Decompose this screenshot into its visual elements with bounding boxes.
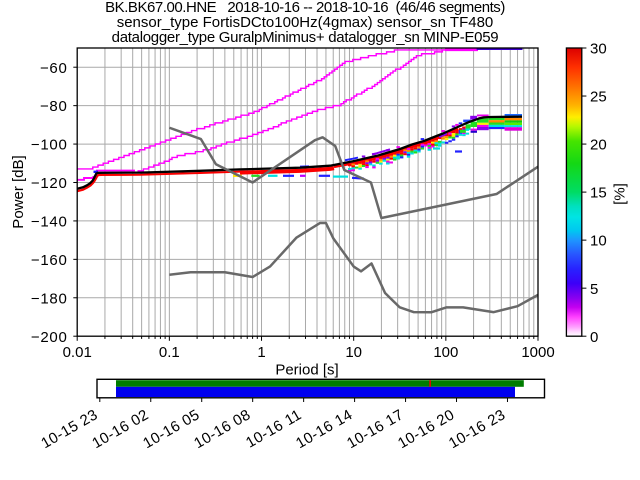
- svg-text:10: 10: [345, 344, 362, 361]
- svg-text:−60: −60: [40, 60, 68, 77]
- svg-text:−100: −100: [31, 137, 68, 154]
- svg-text:20: 20: [590, 137, 607, 154]
- svg-text:100: 100: [433, 344, 458, 361]
- svg-text:Power [dB]: Power [dB]: [10, 155, 27, 228]
- svg-text:0.1: 0.1: [159, 344, 180, 361]
- svg-text:datalogger_type GuralpMinimus+: datalogger_type GuralpMinimus+ datalogge…: [112, 29, 499, 46]
- svg-text:−160: −160: [31, 252, 68, 269]
- svg-text:1: 1: [257, 344, 265, 361]
- svg-text:BK.BK67.00.HNE 2018-10-16 --: BK.BK67.00.HNE 2018-10-16 -- 2018-10-16 …: [105, 0, 505, 16]
- svg-text:30: 30: [590, 41, 607, 58]
- svg-text:−200: −200: [31, 329, 68, 346]
- svg-text:5: 5: [590, 281, 598, 298]
- svg-text:15: 15: [590, 185, 607, 202]
- svg-text:10: 10: [590, 233, 607, 250]
- svg-text:1000: 1000: [521, 344, 554, 361]
- svg-text:0: 0: [590, 329, 598, 346]
- svg-text:25: 25: [590, 89, 607, 106]
- svg-text:[%]: [%]: [612, 183, 629, 205]
- svg-text:−140: −140: [31, 214, 68, 231]
- svg-text:−180: −180: [31, 290, 68, 307]
- svg-text:0.01: 0.01: [63, 344, 92, 361]
- svg-text:Period [s]: Period [s]: [275, 361, 338, 378]
- svg-text:−80: −80: [40, 98, 68, 115]
- svg-text:−120: −120: [31, 175, 68, 192]
- svg-text:sensor_type FortisDCto100Hz(4g: sensor_type FortisDCto100Hz(4gmax) senso…: [117, 14, 494, 31]
